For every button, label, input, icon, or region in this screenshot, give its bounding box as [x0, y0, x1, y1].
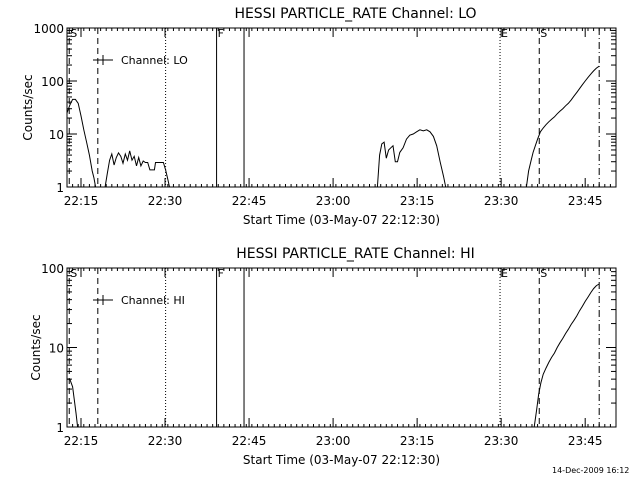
x-tick-label: 23:15 [400, 434, 435, 448]
event-marker-label: F [218, 27, 224, 40]
series-line-segment [533, 283, 600, 428]
footer-timestamp: 14-Dec-2009 16:12 [552, 466, 630, 475]
y-tick-label: 1 [56, 421, 64, 435]
event-marker-label: S [70, 267, 77, 280]
x-tick-label: 23:30 [484, 434, 519, 448]
chart-panel-2: HESSI PARTICLE_RATE Channel: HI 1 10 100 22:… [29, 246, 617, 467]
x-tick-label: 23:15 [400, 194, 435, 208]
x-tick-label: 22:15 [64, 434, 99, 448]
y-tick-label: 100 [41, 75, 64, 89]
x-tick-label: 22:30 [148, 194, 183, 208]
x-tick-label: 23:45 [568, 434, 603, 448]
series-line-segment [525, 65, 600, 188]
event-marker-label: E [501, 27, 508, 40]
x-tick-label: 23:30 [484, 194, 519, 208]
x-tick-label: 23:00 [316, 194, 351, 208]
chart-title: HESSI PARTICLE_RATE Channel: HI [236, 246, 474, 262]
legend-label: Channel: HI [121, 294, 185, 307]
y-axis-label: Counts/sec [29, 314, 43, 380]
chart-title: HESSI PARTICLE_RATE Channel: LO [234, 6, 476, 22]
series-line-segment [66, 98, 97, 188]
y-tick-label: 10 [49, 342, 64, 356]
series-line-segment [67, 378, 79, 428]
event-marker-label: E [501, 267, 508, 280]
plot-frame [66, 267, 617, 428]
event-marker-label: S [540, 267, 547, 280]
x-tick-label: 22:30 [148, 434, 183, 448]
y-tick-label: 100 [41, 262, 64, 276]
x-tick-label: 22:15 [64, 194, 99, 208]
x-tick-label: 23:45 [568, 194, 603, 208]
chart-panel-1: HESSI PARTICLE_RATE Channel: LO 1 10 100 100… [21, 6, 617, 227]
y-tick-label: 1000 [33, 22, 64, 36]
legend-label: Channel: LO [121, 54, 188, 67]
x-tick-label: 22:45 [232, 434, 267, 448]
series-line-segment [104, 150, 170, 188]
event-marker-label: S [540, 27, 547, 40]
y-axis-label: Counts/sec [21, 74, 35, 140]
event-marker-label: F [218, 267, 224, 280]
x-tick-label: 23:00 [316, 434, 351, 448]
plot-frame [66, 27, 617, 188]
series-line-segment [376, 129, 447, 188]
y-tick-label: 10 [49, 128, 64, 142]
x-axis-label: Start Time (03-May-07 22:12:30) [243, 213, 440, 227]
x-axis-label: Start Time (03-May-07 22:12:30) [243, 453, 440, 467]
y-tick-label: 1 [56, 181, 64, 195]
x-tick-label: 22:45 [232, 194, 267, 208]
event-marker-label: S [70, 27, 77, 40]
